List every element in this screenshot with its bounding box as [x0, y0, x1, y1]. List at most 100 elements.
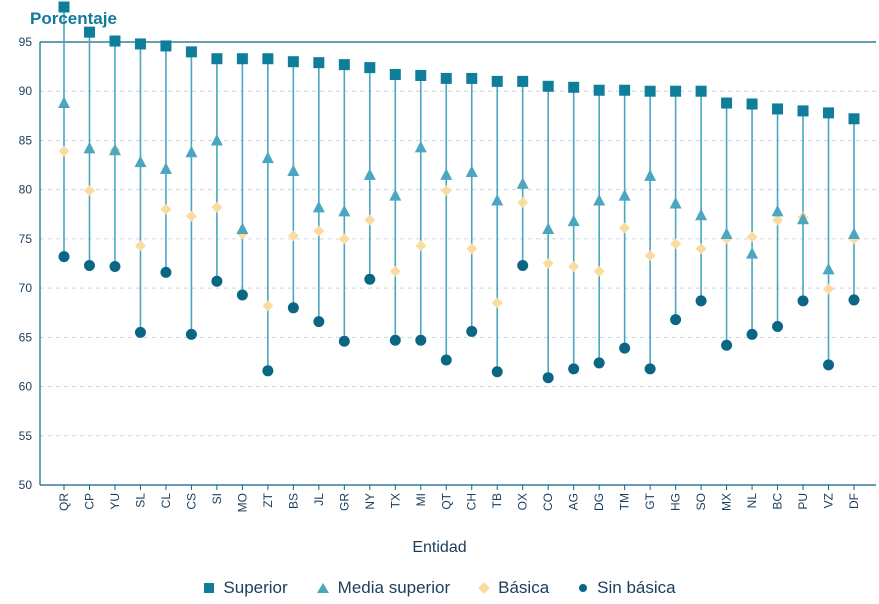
- point-sin-basica: [109, 260, 121, 272]
- point-basica: [287, 230, 299, 242]
- x-tick-label: HG: [669, 493, 683, 511]
- point-basica: [670, 238, 682, 250]
- point-basica: [466, 243, 478, 255]
- point-media-superior: [312, 200, 325, 213]
- point-basica: [160, 203, 172, 215]
- x-tick-label: BS: [286, 493, 300, 509]
- point-sin-basica: [542, 372, 554, 384]
- x-tick-label: YU: [108, 493, 122, 510]
- point-basica: [389, 265, 401, 277]
- point-superior: [211, 53, 223, 65]
- point-sin-basica: [670, 314, 682, 326]
- point-basica: [772, 214, 784, 226]
- point-basica: [644, 250, 656, 262]
- point-basica: [593, 265, 605, 277]
- point-superior: [313, 57, 325, 69]
- point-sin-basica: [440, 354, 452, 366]
- point-superior: [364, 62, 376, 74]
- point-media-superior: [669, 196, 682, 209]
- point-sin-basica: [644, 363, 656, 375]
- point-superior: [262, 53, 274, 65]
- point-superior: [542, 80, 554, 92]
- point-sin-basica: [415, 334, 427, 346]
- point-basica: [134, 240, 146, 252]
- x-tick-label: NL: [745, 493, 759, 509]
- point-media-superior: [159, 162, 172, 174]
- y-tick-label: 75: [19, 232, 33, 246]
- point-media-superior: [618, 189, 631, 201]
- point-media-superior: [108, 143, 121, 156]
- point-superior: [797, 105, 809, 117]
- y-tick-label: 70: [19, 281, 33, 295]
- point-superior: [134, 38, 146, 50]
- point-superior: [389, 68, 401, 80]
- circle-marker-icon: [579, 584, 588, 592]
- point-superior: [848, 113, 860, 125]
- point-sin-basica: [134, 326, 146, 338]
- x-tick-label: TX: [388, 493, 402, 508]
- y-tick-label: 65: [19, 330, 33, 344]
- point-sin-basica: [746, 328, 758, 340]
- point-media-superior: [414, 140, 427, 153]
- point-sin-basica: [491, 366, 503, 378]
- x-tick-label: MI: [414, 493, 428, 506]
- point-basica: [58, 145, 70, 157]
- point-sin-basica: [517, 259, 529, 271]
- point-media-superior: [185, 145, 198, 158]
- point-superior: [823, 107, 835, 119]
- legend-label-sin-basica: Sin básica: [597, 578, 676, 597]
- point-sin-basica: [211, 275, 223, 287]
- point-sin-basica: [160, 266, 172, 278]
- point-media-superior: [389, 189, 402, 201]
- point-sin-basica: [236, 289, 248, 301]
- point-sin-basica: [58, 251, 70, 263]
- x-tick-label: SI: [210, 493, 224, 504]
- point-superior: [491, 75, 503, 87]
- y-tick-label: 95: [19, 35, 33, 49]
- legend-item-sin-basica: Sin básica: [577, 578, 676, 598]
- point-basica: [262, 300, 274, 312]
- point-sin-basica: [185, 328, 197, 340]
- point-superior: [185, 46, 197, 58]
- point-superior: [160, 40, 172, 52]
- x-tick-label: CO: [541, 493, 555, 511]
- point-media-superior: [720, 227, 733, 239]
- point-sin-basica: [695, 295, 707, 307]
- point-media-superior: [695, 208, 708, 221]
- point-media-superior: [644, 169, 657, 181]
- x-tick-label: GR: [337, 493, 351, 511]
- point-basica: [338, 233, 350, 245]
- point-superior: [695, 85, 707, 97]
- x-tick-label: TB: [490, 493, 504, 508]
- x-tick-label: QT: [439, 492, 453, 509]
- point-sin-basica: [364, 273, 376, 285]
- point-superior: [721, 97, 733, 109]
- point-basica: [185, 210, 197, 222]
- point-sin-basica: [848, 294, 860, 306]
- point-sin-basica: [619, 342, 631, 354]
- x-tick-label: MO: [235, 493, 249, 512]
- y-tick-label: 55: [19, 429, 33, 443]
- point-media-superior: [210, 133, 223, 146]
- y-tick-label: 60: [19, 380, 33, 394]
- y-tick-label: 90: [19, 84, 33, 98]
- point-media-superior: [848, 227, 860, 239]
- legend-item-media-superior: Media superior: [316, 578, 450, 598]
- point-basica: [823, 283, 835, 295]
- point-superior: [466, 72, 478, 84]
- x-tick-label: CH: [465, 493, 479, 510]
- x-tick-label: CL: [159, 493, 173, 509]
- point-media-superior: [58, 96, 70, 109]
- x-tick-label: BC: [771, 493, 785, 510]
- point-superior: [109, 35, 121, 47]
- x-tick-label: SO: [694, 493, 708, 510]
- point-superior: [746, 98, 758, 110]
- point-superior: [58, 1, 70, 13]
- point-media-superior: [363, 168, 376, 180]
- point-basica: [491, 297, 503, 309]
- x-tick-label: NY: [363, 493, 377, 510]
- point-media-superior: [465, 165, 478, 177]
- point-superior: [644, 85, 656, 97]
- point-superior: [287, 56, 299, 68]
- point-superior: [338, 59, 350, 71]
